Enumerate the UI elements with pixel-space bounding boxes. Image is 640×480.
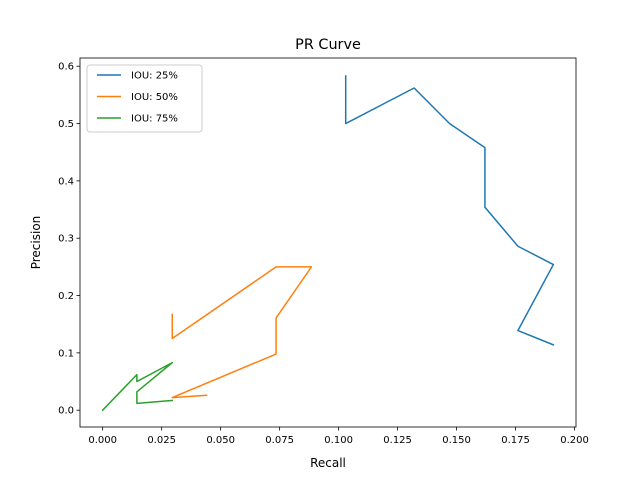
legend: IOU: 25% IOU: 50% IOU: 75% (86, 64, 203, 133)
x-tick-label: 0.125 (383, 435, 412, 446)
x-axis-ticks: 0.000 0.025 0.050 0.075 0.100 0.125 0.150 0.175… (88, 427, 589, 446)
x-tick-label: 0.025 (147, 435, 176, 446)
legend-box (86, 64, 203, 133)
series-line-3 (101, 361, 174, 412)
y-tick-label: 0.2 (58, 291, 74, 302)
x-tick-label: 0.075 (265, 435, 294, 446)
x-axis-label: Recall (310, 456, 346, 470)
x-tick-label: 0.200 (560, 435, 589, 446)
x-tick-label: 0.100 (324, 435, 353, 446)
legend-label-3: IOU: 75% (131, 114, 178, 125)
y-tick-label: 0.0 (58, 406, 74, 417)
y-tick-label: 0.1 (58, 348, 74, 359)
series-layer (101, 75, 555, 412)
legend-entries: IOU: 25% IOU: 50% IOU: 75% (97, 71, 178, 125)
x-tick-label: 0.000 (88, 435, 117, 446)
x-tick-label: 0.050 (206, 435, 235, 446)
y-tick-label: 0.3 (58, 234, 74, 245)
y-axis-label: Precision (29, 216, 43, 270)
x-tick-label: 0.150 (442, 435, 471, 446)
y-tick-label: 0.6 (58, 62, 74, 73)
x-tick-label: 0.175 (501, 435, 530, 446)
y-tick-label: 0.5 (58, 119, 74, 130)
series-line-2 (171, 266, 313, 399)
chart-title: PR Curve (295, 37, 361, 53)
legend-label-1: IOU: 25% (131, 71, 178, 82)
y-tick-label: 0.4 (58, 176, 74, 187)
y-axis-ticks: 0.0 0.1 0.2 0.3 0.4 0.5 0.6 (58, 62, 80, 417)
legend-label-2: IOU: 50% (131, 92, 178, 103)
series-line-1 (344, 75, 555, 346)
plot-frame (79, 57, 577, 428)
